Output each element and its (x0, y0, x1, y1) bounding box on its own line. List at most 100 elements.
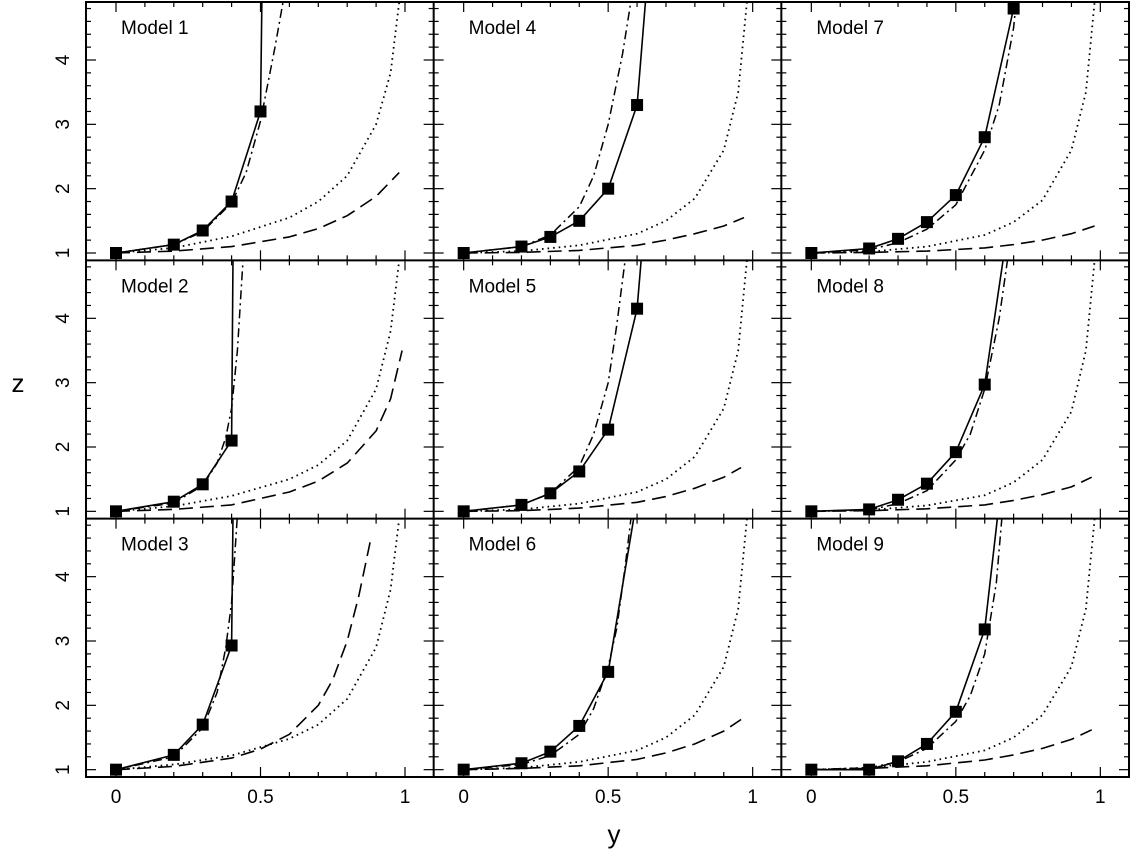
plot-area (110, 2, 401, 259)
panel-title: Model 2 (121, 276, 189, 297)
x-tick-label: 0.5 (595, 787, 621, 808)
x-tick-label: 0 (458, 787, 469, 808)
panel-ticks (86, 260, 434, 519)
series-dotted-line (811, 2, 1096, 254)
square-marker (949, 446, 962, 459)
square-marker (892, 755, 905, 768)
square-marker (573, 719, 586, 732)
series-dotted-line (115, 260, 401, 513)
square-marker (573, 214, 586, 227)
square-marker (544, 230, 557, 243)
series-dashed-line (463, 466, 742, 513)
square-marker (602, 423, 615, 436)
y-tick-label: 3 (53, 119, 74, 130)
x-tick-label: 0 (806, 787, 817, 808)
series-solid-squares-line (811, 8, 1015, 254)
square-marker (602, 182, 615, 195)
y-tick-label: 3 (53, 636, 74, 647)
x-tick-label: 1 (1095, 787, 1106, 808)
series-dotted-line (811, 260, 1096, 513)
series-dotted-line (463, 260, 748, 513)
series-solid-squares-line (463, 308, 638, 513)
square-marker (631, 99, 644, 112)
series-solid-line (983, 260, 1004, 385)
series-dashed-line (463, 718, 742, 771)
y-axis-title: z (12, 368, 25, 398)
series-dashdot-line (811, 518, 1003, 771)
y-tick-label: 4 (53, 313, 74, 324)
square-marker (544, 745, 557, 758)
series-dashed-line (115, 172, 400, 254)
x-tick-label: 1 (747, 787, 758, 808)
square-marker (225, 195, 238, 208)
panel-title: Model 1 (121, 18, 189, 39)
plot-area (805, 518, 1096, 776)
series-solid-line (636, 2, 647, 106)
square-marker (167, 748, 180, 761)
series-dashdot-line (115, 518, 238, 771)
x-tick-label: 0.5 (943, 787, 969, 808)
y-tick-label: 4 (53, 571, 74, 582)
panel-title: Model 9 (816, 535, 884, 556)
panel-4: Model 2 (86, 260, 434, 519)
y-tick-label: 1 (53, 506, 74, 517)
panel-2: Model 4 (433, 2, 782, 261)
plot-area (110, 518, 401, 776)
series-solid-line (230, 518, 234, 646)
panel-title: Model 5 (469, 276, 537, 297)
square-marker (920, 477, 933, 490)
series-solid-squares-line (811, 384, 986, 513)
x-tick-label: 0 (111, 787, 122, 808)
square-marker (225, 639, 238, 652)
x-tick-label: 1 (400, 787, 411, 808)
panel-title: Model 4 (469, 18, 537, 39)
series-dashed-line (115, 350, 403, 513)
panel-ticks (433, 260, 782, 519)
series-dotted-line (811, 518, 1096, 771)
series-dashed-line (811, 476, 1093, 513)
x-axis-title: y (608, 819, 621, 849)
square-marker (196, 224, 209, 237)
plot-area (805, 260, 1096, 518)
y-tick-label: 2 (53, 183, 74, 194)
panel-ticks (86, 2, 434, 261)
series-solid-line (230, 260, 234, 441)
series-dashdot-line (115, 260, 244, 513)
series-solid-line (259, 2, 263, 112)
square-marker (949, 189, 962, 202)
series-dashdot-line (811, 260, 1009, 513)
panel-title: Model 3 (121, 535, 189, 556)
y-tick-label: 2 (53, 442, 74, 453)
square-marker (167, 495, 180, 508)
panel-9: Model 9 (781, 518, 1129, 777)
square-marker (949, 705, 962, 718)
series-dotted-line (115, 2, 401, 254)
panel-ticks (433, 2, 782, 261)
x-tick-labels: 0 0.5 1 0 0.5 1 0 0.5 1 (111, 787, 1106, 808)
panel-1: Model 1 (86, 2, 434, 261)
series-dotted-line (463, 2, 748, 254)
panel-6: Model 8 (781, 260, 1129, 519)
panel-ticks (781, 518, 1129, 777)
series-solid-squares-line (811, 629, 986, 771)
panel-title: Model 8 (816, 276, 884, 297)
y-tick-label: 2 (53, 700, 74, 711)
outer-border (85, 1, 1130, 778)
series-dotted-line (115, 518, 401, 771)
series-dashdot-line (463, 518, 632, 771)
series-dashdot-line (115, 2, 284, 254)
plot-area (457, 2, 748, 259)
plot-area (110, 260, 403, 518)
panel-ticks (86, 518, 434, 777)
y-tick-labels: 1 2 3 4 1 2 3 4 1 2 3 4 (53, 54, 74, 775)
square-marker (920, 216, 933, 229)
series-dashdot-line (463, 260, 626, 513)
square-marker (196, 718, 209, 731)
series-solid-line (983, 518, 999, 630)
x-tick-label: 0.5 (247, 787, 273, 808)
series-dashed-line (115, 541, 372, 771)
square-marker (1007, 2, 1020, 15)
series-solid-squares-line (115, 111, 262, 254)
panel-title: Model 7 (816, 18, 884, 39)
